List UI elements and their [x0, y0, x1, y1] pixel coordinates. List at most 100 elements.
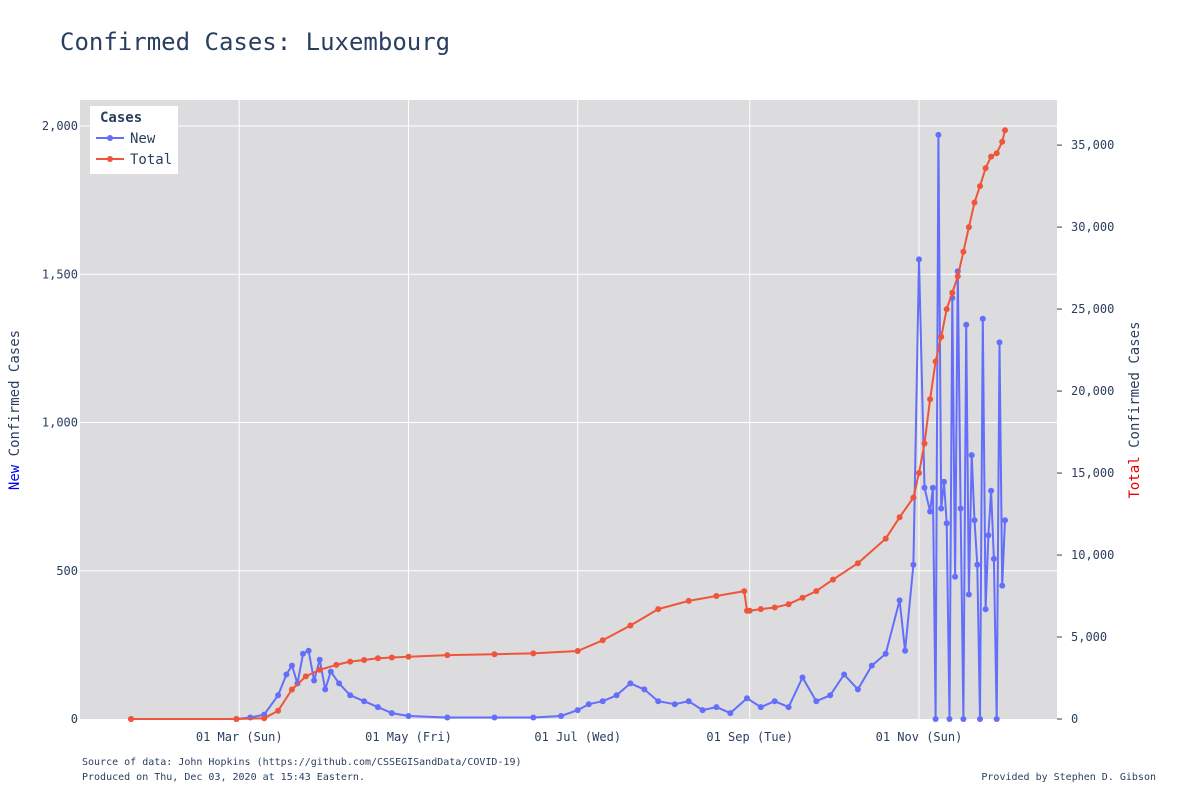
data-point-new: [999, 582, 1006, 589]
data-point-new: [938, 505, 945, 512]
chart-title: Confirmed Cases: Luxembourg: [60, 28, 450, 56]
data-point-total: [999, 138, 1006, 145]
legend[interactable]: Cases New Total: [90, 106, 178, 174]
data-point-total: [530, 650, 537, 657]
y-left-tick-label: 1,000: [42, 416, 78, 430]
x-tick-label: 01 May (Fri): [365, 730, 452, 744]
data-point-total: [982, 165, 989, 172]
legend-marker-new: [107, 135, 113, 141]
data-point-total: [799, 594, 806, 601]
series-line-total: [131, 130, 1006, 720]
data-point-total: [896, 514, 903, 521]
data-point-new: [558, 713, 565, 719]
data-point-total: [965, 224, 972, 231]
data-point-total: [960, 248, 967, 255]
data-point-new: [927, 508, 934, 515]
data-point-total: [288, 686, 295, 693]
data-point-total: [1002, 127, 1008, 134]
data-point-new: [935, 131, 942, 138]
data-point-new: [952, 573, 959, 580]
x-axis-ticks: 01 Mar (Sun) 01 May (Fri) 01 Jul (Wed) 01 S…: [196, 730, 962, 744]
data-point-total: [988, 153, 995, 160]
data-point-total: [932, 358, 939, 365]
y-left-tick-label: 0: [71, 712, 78, 726]
data-point-new: [990, 555, 997, 562]
series-layer: [128, 127, 1008, 722]
y-right-axis-title-suffix: Confirmed Cases: [1127, 321, 1143, 456]
data-point-total: [333, 661, 340, 668]
data-point-total: [491, 651, 498, 658]
y-left-axis-title-suffix: Confirmed Cases: [7, 330, 23, 465]
legend-item-total[interactable]: Total: [96, 152, 172, 168]
data-point-new: [854, 686, 861, 693]
data-point-total: [927, 396, 934, 403]
y-left-tick-label: 500: [56, 564, 78, 578]
data-point-new: [916, 256, 922, 263]
data-point-new: [965, 591, 972, 598]
gridlines: [80, 100, 1057, 719]
plot-area: [80, 100, 1057, 719]
data-point-new: [316, 656, 323, 663]
data-point-new: [785, 704, 792, 711]
data-point-new: [813, 698, 820, 705]
data-point-total: [771, 604, 778, 611]
data-point-total: [971, 199, 978, 206]
data-point-new: [300, 650, 306, 657]
legend-item-new[interactable]: New: [96, 131, 156, 147]
data-point-new: [993, 716, 1000, 722]
y-right-tick-label: 0: [1071, 712, 1078, 726]
y-right-tick-label: 20,000: [1071, 384, 1114, 398]
data-point-total: [921, 440, 928, 447]
data-point-new: [671, 701, 678, 708]
y-left-axis-title-prefix: New: [7, 464, 23, 490]
data-point-new: [957, 505, 964, 512]
legend-title: Cases: [100, 110, 142, 126]
data-point-new: [655, 698, 662, 705]
legend-box: [90, 106, 178, 174]
data-point-total: [374, 655, 381, 662]
data-point-new: [979, 315, 986, 322]
data-point-total: [347, 658, 354, 665]
data-point-new: [599, 698, 606, 705]
data-point-total: [405, 653, 412, 660]
y-right-axis-title-prefix: Total: [1127, 456, 1143, 498]
x-tick-label: 01 Nov (Sun): [876, 730, 963, 744]
data-point-new: [932, 716, 939, 722]
data-point-new: [960, 716, 967, 722]
footer-produced: Produced on Thu, Dec 03, 2020 at 15:43 E…: [82, 772, 365, 783]
data-point-new: [327, 668, 334, 675]
data-point-new: [827, 692, 834, 699]
data-point-new: [685, 698, 692, 705]
data-point-new: [444, 714, 451, 721]
data-point-new: [405, 713, 412, 719]
y-right-tick-label: 30,000: [1071, 220, 1114, 234]
data-point-total: [757, 606, 764, 613]
data-point-new: [530, 714, 537, 721]
data-point-total: [741, 588, 748, 595]
y-right-tick-label: 35,000: [1071, 138, 1114, 152]
data-point-total: [261, 715, 268, 722]
data-point-new: [985, 532, 992, 539]
legend-label-total: Total: [130, 152, 172, 168]
data-point-total: [785, 601, 792, 608]
data-point-total: [949, 289, 956, 296]
data-point-new: [374, 704, 381, 711]
y-right-ticks: 0 5,000 10,000 15,000 20,000 25,000 30,000 35,0…: [1057, 138, 1114, 726]
data-point-total: [713, 593, 720, 599]
y-right-tick-label: 25,000: [1071, 302, 1114, 316]
data-point-new: [921, 484, 928, 491]
data-point-new: [882, 650, 889, 657]
data-point-new: [311, 677, 318, 684]
data-point-new: [757, 704, 764, 711]
data-point-new: [977, 716, 983, 722]
data-point-total: [627, 622, 634, 629]
y-left-tick-label: 1,500: [42, 267, 78, 281]
data-point-new: [275, 692, 282, 699]
data-point-new: [627, 680, 634, 687]
data-point-new: [946, 716, 953, 722]
data-point-new: [982, 606, 989, 613]
data-point-total: [685, 597, 692, 604]
data-point-total: [388, 654, 395, 661]
y-left-ticks: 0 500 1,000 1,500 2,000: [42, 119, 78, 726]
